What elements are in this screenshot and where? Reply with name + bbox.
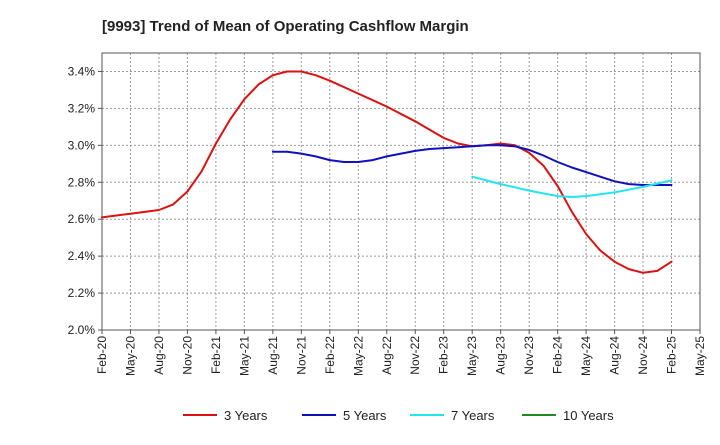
x-axis: Feb-20 May-20 Aug-20 Nov-20 Feb-21 May-21 Aug-… (95, 330, 707, 376)
y-axis: 2.0% 2.2% 2.4% 2.6% 2.8% 3.0% 3.2% 3.4% (68, 64, 102, 337)
series-line-3-years (101, 70, 673, 274)
chart-title: [9993] Trend of Mean of Operating Cashfl… (102, 18, 469, 35)
x-tick-label: Aug-21 (266, 336, 280, 375)
x-tick-label: Nov-23 (522, 336, 536, 375)
x-tick-label: Nov-20 (180, 336, 194, 375)
x-tick-label: Feb-22 (323, 336, 337, 374)
x-tick-label: Feb-25 (665, 336, 679, 374)
y-tick-label: 3.2% (68, 101, 96, 115)
legend-label-3-years: 3 Years (224, 408, 268, 423)
series-layer (101, 70, 673, 274)
x-tick-label: Aug-23 (494, 336, 508, 375)
legend-label-10-years: 10 Years (563, 408, 614, 423)
x-tick-label: May-20 (123, 336, 137, 376)
x-tick-label: Feb-21 (209, 336, 223, 374)
legend-label-7-years: 7 Years (451, 408, 495, 423)
x-tick-label: Aug-24 (608, 336, 622, 375)
y-tick-label: 2.2% (68, 286, 96, 300)
legend-label-5-years: 5 Years (343, 408, 387, 423)
y-tick-label: 2.4% (68, 249, 96, 263)
series-line-7-years (471, 175, 673, 198)
x-tick-label: Aug-22 (380, 336, 394, 375)
plot-frame (101, 52, 701, 331)
x-tick-label: Nov-22 (408, 336, 422, 375)
x-tick-label: May-23 (465, 336, 479, 376)
x-tick-label: May-25 (693, 336, 707, 376)
x-tick-label: Feb-24 (551, 336, 565, 374)
y-tick-label: 3.0% (68, 138, 96, 152)
y-tick-label: 3.4% (68, 64, 96, 78)
x-tick-label: May-24 (579, 336, 593, 376)
x-tick-label: Nov-24 (636, 336, 650, 375)
legend: 3 Years 5 Years 7 Years 10 Years (183, 408, 614, 423)
x-tick-label: May-22 (351, 336, 365, 376)
y-tick-label: 2.6% (68, 212, 96, 226)
x-tick-label: Feb-20 (95, 336, 109, 374)
series-line-5-years (271, 144, 673, 186)
grid (102, 53, 700, 330)
x-tick-label: Aug-20 (152, 336, 166, 375)
x-tick-label: May-21 (237, 336, 251, 376)
x-tick-label: Nov-21 (294, 336, 308, 375)
y-tick-label: 2.8% (68, 175, 96, 189)
y-tick-label: 2.0% (68, 323, 96, 337)
x-tick-label: Feb-23 (437, 336, 451, 374)
